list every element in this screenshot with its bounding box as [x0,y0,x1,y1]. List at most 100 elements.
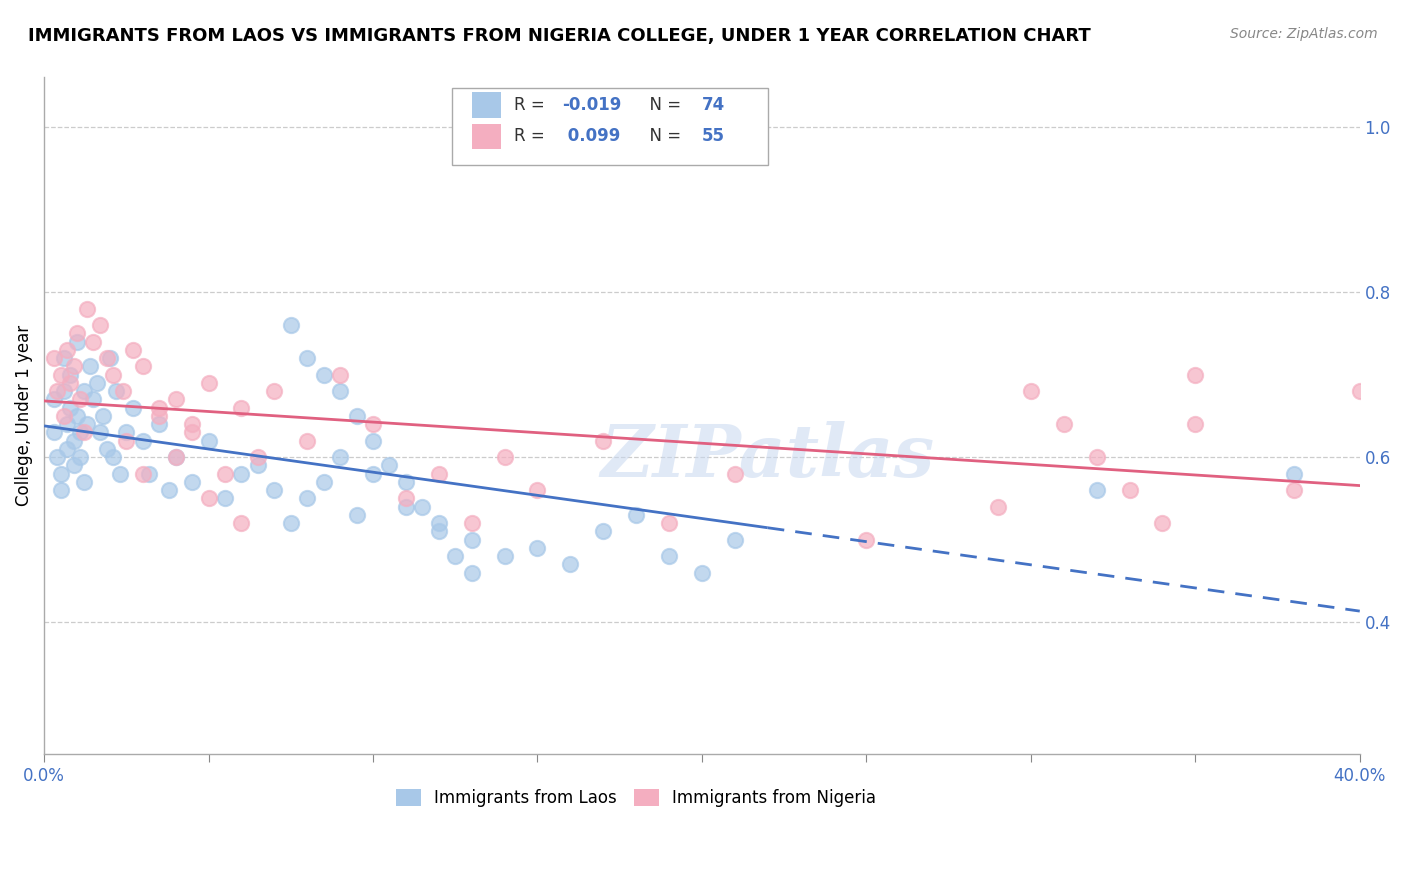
Point [280,516,302,530]
Point [49,467,72,481]
Point [72,475,94,489]
Point [52,409,75,423]
Point [361,417,384,431]
Point [115,434,138,448]
Point [297,434,319,448]
Point [460,533,482,547]
Point [460,566,482,580]
Point [346,409,368,423]
Point [98,351,121,365]
Point [231,401,253,415]
Point [132,467,155,481]
Text: N =: N = [638,96,686,114]
Point [56,417,79,431]
Point [72,425,94,440]
Point [329,384,352,398]
Text: IMMIGRANTS FROM LAOS VS IMMIGRANTS FROM NIGERIA COLLEGE, UNDER 1 YEAR CORRELATIO: IMMIGRANTS FROM LAOS VS IMMIGRANTS FROM … [28,27,1091,45]
Point [132,359,155,374]
Point [69,425,91,440]
Point [181,417,204,431]
Point [52,384,75,398]
Point [138,467,160,481]
Point [280,318,302,332]
Point [214,491,236,506]
Point [66,334,89,349]
Point [395,491,418,506]
Point [427,467,450,481]
Text: R =: R = [513,96,550,114]
Point [624,508,647,522]
Text: -0.019: -0.019 [562,96,621,114]
Point [132,434,155,448]
Point [82,392,104,407]
Point [197,434,219,448]
Point [96,351,118,365]
Point [89,425,111,440]
Point [494,549,516,563]
Point [526,483,548,497]
Point [148,409,170,423]
Point [231,467,253,481]
Point [526,541,548,555]
Point [59,401,82,415]
Legend: Immigrants from Laos, Immigrants from Nigeria: Immigrants from Laos, Immigrants from Ni… [389,782,883,814]
Point [395,500,418,514]
Point [987,500,1010,514]
Point [89,318,111,332]
Y-axis label: College, Under 1 year: College, Under 1 year [15,326,32,507]
Point [66,409,89,423]
Point [62,458,84,473]
Text: 55: 55 [702,128,725,145]
Point [49,483,72,497]
Point [1184,368,1206,382]
Point [181,475,204,489]
Point [181,425,204,440]
Point [69,392,91,407]
Point [560,558,582,572]
Point [1118,483,1140,497]
Point [122,401,145,415]
Bar [471,123,501,149]
Point [444,549,467,563]
Point [690,566,713,580]
Point [246,450,269,464]
Point [42,425,65,440]
Point [91,409,114,423]
Point [1152,516,1174,530]
Text: Source: ZipAtlas.com: Source: ZipAtlas.com [1230,27,1378,41]
Point [76,417,98,431]
Point [592,434,614,448]
Point [460,516,482,530]
Point [427,524,450,539]
Point [1282,467,1305,481]
Point [658,516,681,530]
Point [122,343,145,357]
Point [101,368,124,382]
Point [346,508,368,522]
Point [165,392,187,407]
Point [411,500,433,514]
Point [165,450,187,464]
Point [62,434,84,448]
Point [312,475,335,489]
Point [427,516,450,530]
Point [105,384,128,398]
Point [855,533,877,547]
Point [1085,450,1108,464]
Point [494,450,516,464]
Text: 74: 74 [702,96,725,114]
Point [59,368,82,382]
Point [395,475,418,489]
Point [115,425,138,440]
Point [148,417,170,431]
Point [1282,483,1305,497]
Point [231,516,253,530]
Point [69,450,91,464]
Text: R =: R = [513,128,550,145]
Text: 0.099: 0.099 [562,128,621,145]
Point [263,483,285,497]
Point [592,524,614,539]
Point [42,351,65,365]
Bar [471,92,501,118]
Point [329,450,352,464]
